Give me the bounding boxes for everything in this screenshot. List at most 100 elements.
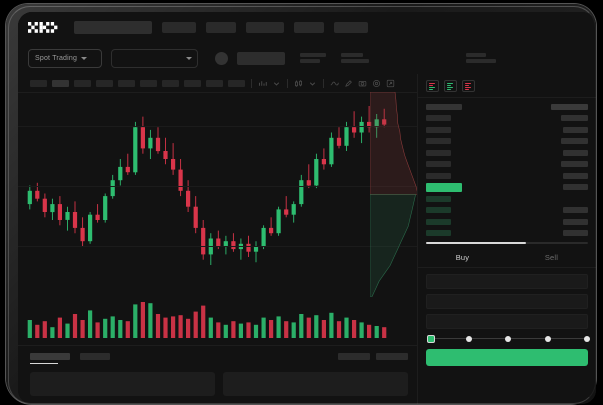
stat-block-1 bbox=[341, 53, 369, 63]
depth-chart bbox=[370, 92, 418, 297]
indicator-icon[interactable] bbox=[258, 79, 267, 88]
trading-mode-label: Spot Trading bbox=[35, 54, 78, 62]
chart-type-icon[interactable] bbox=[294, 79, 303, 88]
orders-panel bbox=[18, 345, 418, 404]
orderbook-last-price bbox=[418, 182, 596, 192]
slider-step-100[interactable] bbox=[584, 335, 591, 342]
amount-slider[interactable] bbox=[427, 334, 591, 343]
orders-action-1[interactable] bbox=[376, 353, 408, 360]
orderbook-header-row bbox=[418, 102, 596, 111]
timeframe-8[interactable] bbox=[206, 79, 223, 87]
stat-label bbox=[466, 53, 486, 57]
orderbook-and-form: Buy Sell bbox=[417, 74, 596, 404]
orderbook-col-price bbox=[426, 103, 462, 110]
top-navigation-bar bbox=[18, 12, 596, 42]
orderbook-ask-row[interactable] bbox=[418, 171, 596, 180]
stat-block-2 bbox=[466, 53, 496, 63]
orders-panel-actions bbox=[338, 353, 408, 360]
orders-card-0[interactable] bbox=[30, 372, 215, 396]
volume-histogram bbox=[18, 298, 418, 344]
orderbook-both-icon[interactable] bbox=[426, 80, 439, 92]
slider-step-25[interactable] bbox=[465, 335, 472, 342]
pair-select[interactable] bbox=[111, 48, 198, 68]
device-frame: Spot Trading bbox=[6, 4, 596, 404]
timeframe-4[interactable] bbox=[118, 79, 135, 87]
nav-item-0[interactable] bbox=[162, 21, 196, 33]
orderbook-ask-row[interactable] bbox=[418, 137, 596, 146]
chevron-down-icon[interactable] bbox=[308, 79, 317, 88]
active-tab-underline bbox=[30, 363, 58, 364]
orderbook-bid-row[interactable] bbox=[418, 229, 596, 238]
orderbook-bids-icon[interactable] bbox=[444, 80, 457, 92]
stat-value bbox=[300, 59, 320, 63]
toolbar-divider bbox=[287, 78, 288, 88]
orderbook-bid-row[interactable] bbox=[418, 206, 596, 215]
volume-svg bbox=[27, 302, 387, 338]
orders-tab-0[interactable] bbox=[30, 353, 70, 360]
nav-item-2[interactable] bbox=[246, 21, 284, 33]
tab-sell[interactable]: Sell bbox=[544, 252, 559, 262]
pair-name bbox=[237, 51, 285, 65]
timeframe-7[interactable] bbox=[184, 79, 201, 87]
fullscreen-icon[interactable] bbox=[386, 79, 395, 88]
submit-order-button[interactable] bbox=[426, 348, 588, 366]
line-tool-icon[interactable] bbox=[330, 79, 339, 88]
chevron-down-icon bbox=[81, 56, 88, 60]
stat-label bbox=[341, 53, 363, 57]
timeframe-0[interactable] bbox=[30, 79, 47, 87]
nav-item-3[interactable] bbox=[294, 21, 324, 33]
trading-mode-dropdown[interactable]: Spot Trading bbox=[28, 48, 102, 68]
nav-item-4[interactable] bbox=[334, 21, 368, 33]
coin-avatar bbox=[215, 51, 228, 65]
candles-svg bbox=[27, 106, 387, 265]
orders-card-1[interactable] bbox=[223, 372, 408, 396]
chevron-down-icon bbox=[186, 56, 192, 60]
search-input[interactable] bbox=[74, 20, 152, 34]
orders-tab-1[interactable] bbox=[80, 353, 110, 360]
orders-action-0[interactable] bbox=[338, 353, 370, 360]
stat-value bbox=[466, 59, 496, 63]
device-screen: Spot Trading bbox=[18, 12, 596, 404]
orderbook-bid-row[interactable] bbox=[418, 217, 596, 226]
okx-trading-app: Spot Trading bbox=[18, 12, 596, 404]
order-field-1[interactable] bbox=[426, 293, 588, 309]
candlestick-chart[interactable] bbox=[18, 92, 418, 344]
orders-panel-cards bbox=[30, 372, 408, 396]
stat-label bbox=[300, 53, 326, 57]
orderbook-scrollbar[interactable] bbox=[426, 241, 588, 244]
timeframe-5[interactable] bbox=[140, 79, 157, 87]
orderbook-ask-row[interactable] bbox=[418, 148, 596, 157]
timeframe-3[interactable] bbox=[96, 79, 113, 87]
orderbook-ask-row[interactable] bbox=[418, 160, 596, 169]
slider-step-75[interactable] bbox=[544, 335, 551, 342]
chevron-down-icon[interactable] bbox=[272, 79, 281, 88]
chart-toolbar bbox=[18, 74, 418, 93]
camera-icon[interactable] bbox=[358, 79, 367, 88]
order-field-2[interactable] bbox=[426, 313, 588, 329]
stat-block-0 bbox=[300, 53, 326, 63]
pencil-icon[interactable] bbox=[344, 79, 353, 88]
orderbook-bid-row[interactable] bbox=[418, 194, 596, 203]
orderbook-ask-row[interactable] bbox=[418, 125, 596, 134]
orderbook-view-modes bbox=[418, 74, 596, 98]
timeframe-9[interactable] bbox=[228, 79, 245, 87]
toolbar-divider bbox=[251, 78, 252, 88]
orderbook-ask-row[interactable] bbox=[418, 114, 596, 123]
timeframe-6[interactable] bbox=[162, 79, 179, 87]
tab-buy[interactable]: Buy bbox=[455, 252, 470, 262]
settings-icon[interactable] bbox=[372, 79, 381, 88]
nav-item-1[interactable] bbox=[206, 21, 236, 33]
orderbook-asks-icon[interactable] bbox=[462, 80, 475, 92]
toolbar-divider bbox=[323, 78, 324, 88]
order-form bbox=[418, 268, 596, 329]
stat-value bbox=[341, 59, 369, 63]
slider-knob[interactable] bbox=[427, 334, 435, 343]
chart-gridline bbox=[18, 186, 418, 187]
order-field-0[interactable] bbox=[426, 273, 588, 289]
okx-logo[interactable] bbox=[28, 21, 58, 33]
orderbook-rows[interactable] bbox=[418, 98, 596, 238]
slider-step-50[interactable] bbox=[505, 335, 512, 342]
timeframe-2[interactable] bbox=[74, 79, 91, 87]
timeframe-1[interactable] bbox=[52, 79, 69, 87]
